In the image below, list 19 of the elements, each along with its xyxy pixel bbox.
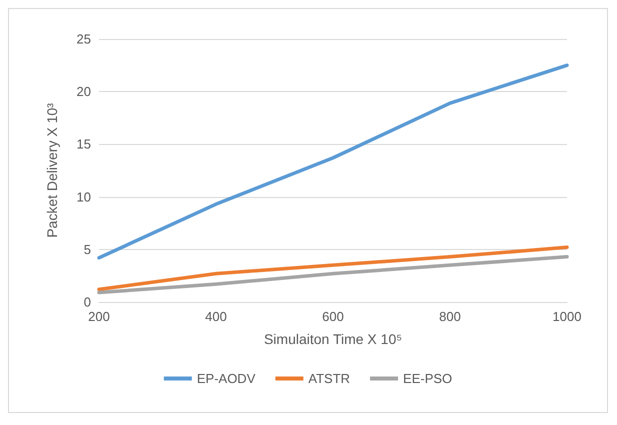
x-tick-label: 600 bbox=[322, 309, 344, 324]
y-axis-title: Packet Delivery X 10³ bbox=[44, 102, 60, 238]
legend-label: ATSTR bbox=[308, 371, 350, 386]
legend-label: EE-PSO bbox=[403, 371, 452, 386]
x-tick-label: 800 bbox=[439, 309, 461, 324]
x-tick-label: 400 bbox=[205, 309, 227, 324]
y-tick-label: 0 bbox=[84, 294, 91, 310]
line-series bbox=[97, 64, 569, 260]
x-axis-title: Simulaiton Time X 10⁵ bbox=[264, 331, 402, 347]
y-tick-label: 5 bbox=[84, 242, 91, 257]
x-tick-label: 1000 bbox=[552, 309, 582, 324]
y-tick-label: 25 bbox=[76, 32, 91, 46]
legend-label: EP-AODV bbox=[196, 371, 256, 386]
line-series bbox=[97, 255, 569, 294]
y-tick-label: 15 bbox=[76, 136, 91, 152]
y-tick-label: 10 bbox=[76, 189, 91, 204]
line-series bbox=[97, 246, 569, 292]
y-tick-label: 20 bbox=[76, 84, 91, 100]
x-tick-label: 200 bbox=[88, 309, 110, 324]
